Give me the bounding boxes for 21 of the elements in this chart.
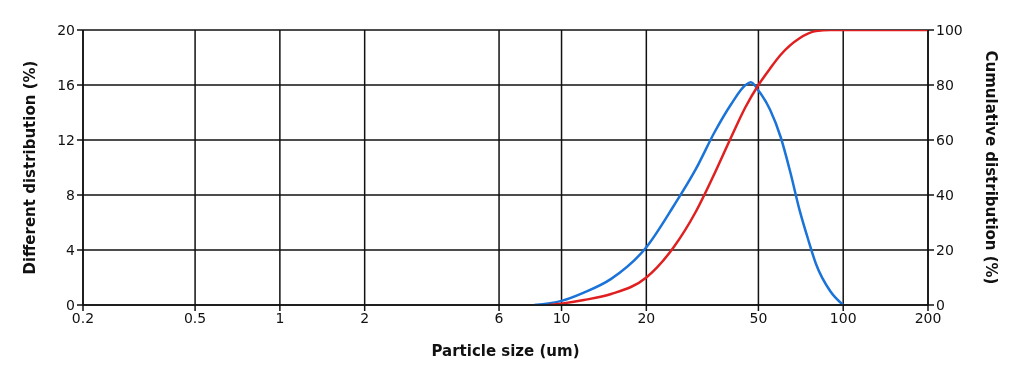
y-axis-title: Different distribution (%) (21, 60, 40, 275)
x-tick-label: 20 (637, 309, 656, 326)
y2-axis-title: Cumulative distribution (%) (981, 50, 1000, 285)
y-tick-label: 12 (57, 131, 75, 148)
y2-tick-label: 100 (936, 21, 963, 38)
x-tick-label: 10 (552, 309, 571, 326)
x-tick-label: 0.5 (183, 309, 207, 326)
x-tick-label: 6 (494, 309, 504, 326)
y2-tick-label: 60 (936, 131, 954, 148)
x-tick-label: 100 (829, 309, 857, 326)
y2-tick-label: 40 (936, 186, 954, 203)
x-tick-label: 2 (360, 309, 370, 326)
y-tick-label: 4 (66, 241, 76, 258)
y-tick-label: 16 (57, 76, 76, 93)
x-tick-label: 1 (275, 309, 285, 326)
x-tick-label: 50 (749, 309, 768, 326)
y2-tick-label: 20 (936, 241, 954, 258)
x-axis-title: Particle size (um) (431, 342, 580, 360)
y2-tick-label: 80 (936, 76, 954, 93)
y-tick-label: 20 (57, 21, 75, 38)
y-tick-label: 8 (66, 186, 75, 203)
